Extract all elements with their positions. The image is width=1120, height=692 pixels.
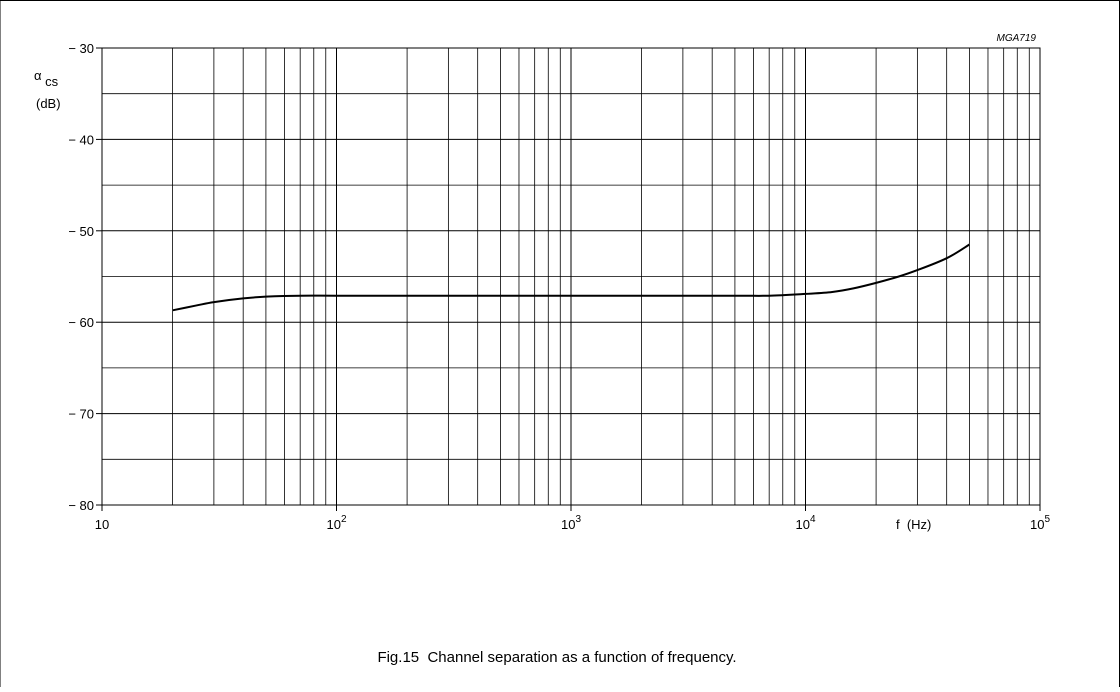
x-tick-label: 104 <box>795 514 815 532</box>
x-tick-label: 105 <box>1030 514 1050 532</box>
figure-id: MGA719 <box>997 33 1037 44</box>
grid-major-lines <box>336 48 806 505</box>
y-tick-label: − 40 <box>68 132 94 147</box>
x-tick-label: 102 <box>326 514 346 532</box>
x-tick-labels: 10 102 103 104 105 <box>95 505 1050 532</box>
series-layer <box>172 243 970 312</box>
y-tick-label: − 50 <box>68 224 94 239</box>
series-line-channel-separation <box>172 243 970 312</box>
y-tick-label: − 80 <box>68 498 94 513</box>
y-axis-subscript: cs <box>45 74 59 89</box>
y-tick-label: − 60 <box>68 315 94 330</box>
y-axis-label: α cs <box>34 68 59 89</box>
x-axis-label: f (Hz) <box>896 517 931 532</box>
y-tick-label: − 30 <box>68 41 94 56</box>
y-tick-label: − 70 <box>68 407 94 422</box>
grid-minor-lines <box>102 48 1040 505</box>
y-axis-unit: (dB) <box>36 96 61 111</box>
y-axis-symbol: α <box>34 68 42 83</box>
x-tick-label: 103 <box>561 514 581 532</box>
figure-caption: Fig.15 Channel separation as a function … <box>377 649 736 666</box>
y-tick-labels: − 30 − 40 − 50 − 60 − 70 − 80 <box>68 41 102 513</box>
x-tick-label: 10 <box>95 517 109 532</box>
